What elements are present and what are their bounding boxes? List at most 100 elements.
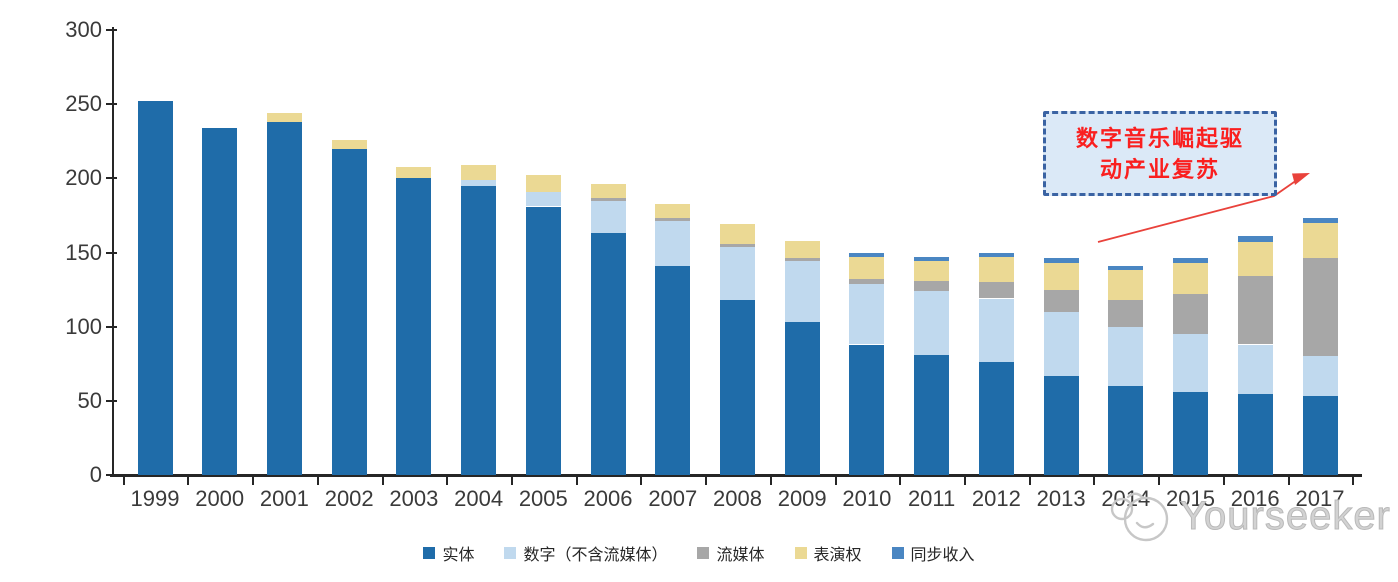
x-tick — [769, 477, 772, 485]
x-axis-label: 2016 — [1230, 486, 1280, 511]
x-tick — [1028, 477, 1031, 485]
legend-label: 同步收入 — [910, 547, 975, 564]
bar-segment-2005 — [525, 191, 561, 207]
legend-item: 表演权 — [794, 541, 862, 565]
x-tick — [1352, 477, 1355, 485]
bar-segment-2017 — [1302, 222, 1338, 259]
bar-segment-2006 — [590, 184, 626, 198]
x-axis-label: 2015 — [1166, 486, 1215, 511]
annotation-text-line2: 动产业复苏 — [1099, 156, 1220, 182]
bar-segment-2017 — [1302, 258, 1338, 357]
y-axis-label: 50 — [77, 387, 102, 413]
bar-segment-2016 — [1237, 393, 1273, 475]
y-tick — [106, 399, 117, 402]
watermark: Yourseeker — [1104, 487, 1391, 545]
bar-segment-2014 — [1108, 270, 1144, 300]
legend-item: 同步收入 — [891, 541, 975, 565]
bar-segment-2017 — [1302, 356, 1338, 397]
x-tick — [122, 477, 125, 485]
x-axis-label: 2011 — [907, 486, 956, 511]
bar-segment-2007 — [655, 265, 691, 476]
bar-segment-2013 — [1043, 375, 1079, 475]
bar-segment-2009 — [784, 261, 820, 323]
x-axis-label: 1999 — [130, 486, 180, 511]
annotation-text-line1: 数字音乐崛起驱 — [1075, 125, 1244, 151]
annotation-box: 数字音乐崛起驱 动产业复苏 — [1043, 111, 1277, 196]
bar-segment-2016 — [1237, 276, 1273, 345]
bar-segment-2008 — [720, 246, 755, 300]
y-axis-label: 200 — [65, 165, 102, 191]
x-axis-label: 2001 — [259, 486, 309, 511]
bar-segment-2011 — [914, 261, 950, 281]
bar-segment-2012 — [978, 256, 1014, 283]
y-tick — [106, 103, 117, 106]
bar-segment-2008 — [720, 224, 755, 244]
y-tick — [106, 474, 117, 476]
bar-segment-2004 — [461, 185, 497, 476]
x-tick — [1222, 477, 1225, 485]
x-axis-label: 2007 — [648, 486, 698, 511]
bar-segment-2017 — [1302, 218, 1338, 223]
legend-label: 实体 — [442, 547, 475, 564]
yourseeker-logo-icon — [1110, 492, 1169, 542]
legend-swatch-icon — [504, 547, 517, 559]
bar-segment-2013 — [1043, 311, 1079, 376]
bar-segment-2015 — [1173, 391, 1208, 475]
bar-segment-2016 — [1237, 344, 1273, 394]
bar-segment-2001 — [266, 122, 302, 475]
bar-segment-2000 — [202, 127, 238, 475]
legend-item: 流媒体 — [697, 541, 765, 565]
bar-segment-2014 — [1108, 300, 1144, 327]
y-tick — [106, 177, 117, 180]
bar-segment-2012 — [978, 362, 1014, 475]
x-axis-label: 2002 — [324, 486, 374, 511]
legend-label: 表演权 — [813, 547, 862, 564]
bar-segment-2006 — [590, 233, 626, 475]
legend-label: 数字（不含流媒体） — [523, 547, 668, 564]
x-tick — [1287, 477, 1290, 485]
bar-segment-2007 — [655, 218, 691, 222]
bar-segment-2011 — [914, 354, 950, 476]
x-axis-label: 2010 — [842, 486, 892, 511]
bar-segment-2009 — [784, 240, 820, 259]
x-tick — [252, 477, 255, 485]
bar-segment-2014 — [1108, 265, 1144, 271]
y-axis-label: 0 — [89, 462, 102, 487]
bar-segment-2015 — [1173, 334, 1208, 392]
x-axis-label: 2004 — [454, 486, 504, 511]
y-axis-label: 300 — [65, 17, 102, 42]
x-axis-label: 2003 — [389, 486, 439, 511]
x-axis-label: 2005 — [518, 486, 568, 511]
bar-segment-2009 — [784, 322, 820, 475]
x-tick — [640, 477, 643, 485]
x-tick — [834, 477, 837, 485]
bar-segment-2005 — [525, 175, 561, 192]
x-tick — [1158, 477, 1161, 485]
x-axis-label: 2006 — [583, 486, 633, 511]
bar-segment-2014 — [1108, 326, 1144, 386]
chart-legend: 实体 数字（不含流媒体） 流媒体 表演权 同步收入 — [0, 541, 1398, 565]
bar-segment-2013 — [1043, 289, 1079, 312]
bar-segment-2003 — [396, 166, 432, 179]
bar-segment-2004 — [461, 179, 497, 186]
bar-segment-2004 — [461, 165, 497, 180]
bar-segment-2016 — [1237, 242, 1273, 277]
legend-swatch-icon — [423, 547, 436, 559]
arrowhead-icon — [1292, 173, 1310, 185]
legend-item: 数字（不含流媒体） — [504, 541, 667, 565]
bar-segment-2002 — [331, 148, 367, 475]
y-axis-label: 250 — [65, 91, 102, 117]
x-axis-label: 2000 — [195, 486, 245, 511]
bar-segment-2003 — [396, 178, 432, 475]
bar-segment-2012 — [978, 252, 1014, 257]
x-axis-line — [110, 474, 1362, 477]
bar-segment-2010 — [849, 279, 885, 284]
x-axis-label: 2012 — [971, 486, 1021, 511]
bar-segment-2011 — [914, 280, 950, 292]
bar-segment-2007 — [655, 221, 691, 266]
bar-segment-2006 — [590, 200, 626, 234]
bar-segment-2015 — [1173, 262, 1208, 295]
bar-segment-2005 — [525, 206, 561, 475]
watermark-text: Yourseeker — [1180, 493, 1391, 538]
